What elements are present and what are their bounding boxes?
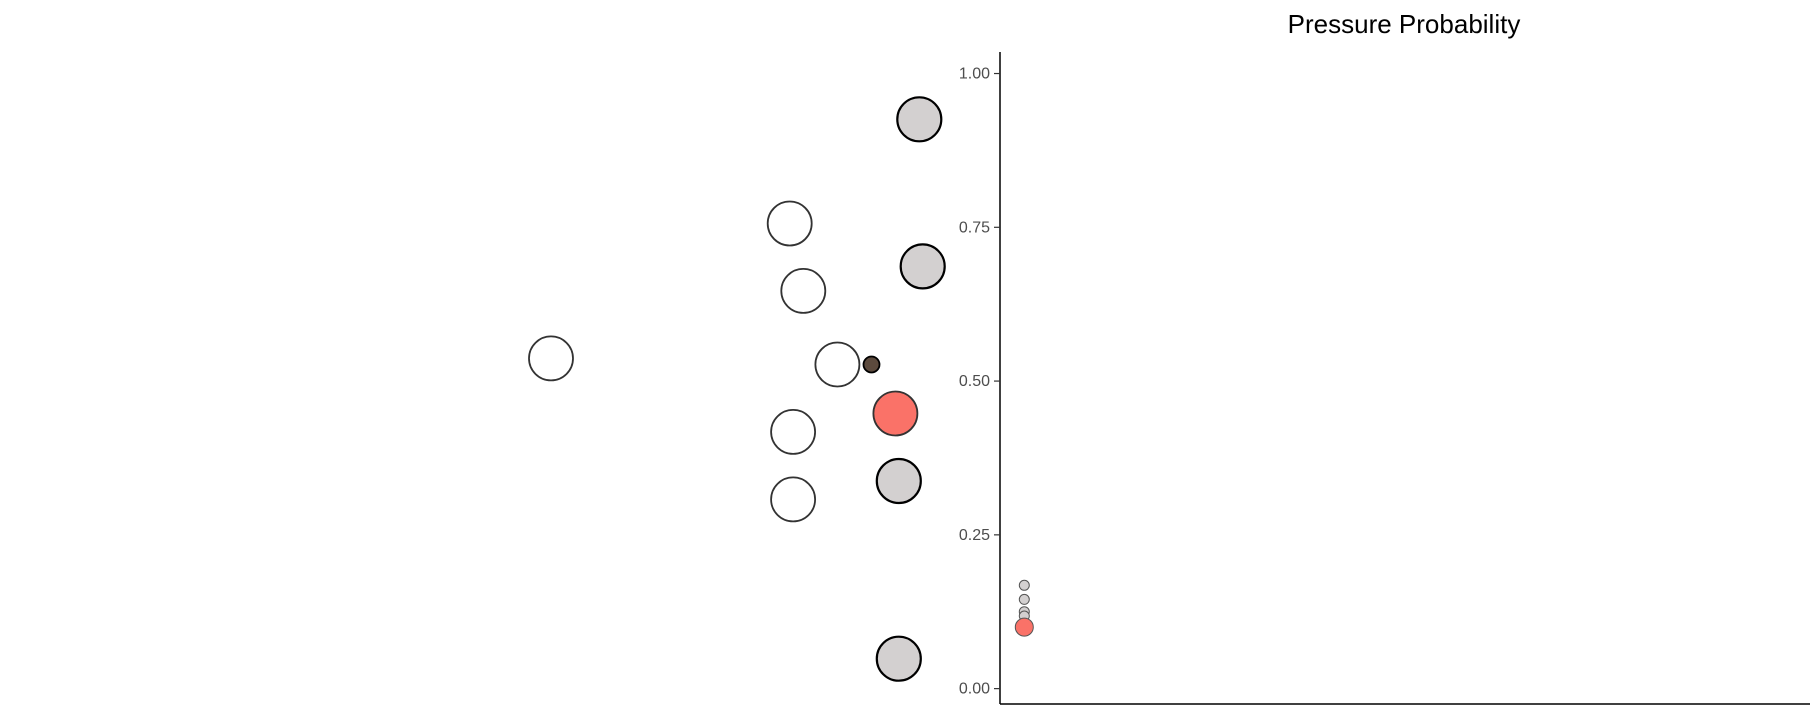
y-tick-label: 0.50 — [959, 373, 990, 390]
y-axis-ticks: 0.00 0.25 0.50 0.75 1.00 — [959, 66, 1000, 698]
player-marker-0 — [528, 335, 574, 382]
player-marker-6 — [896, 96, 943, 143]
y-tick-label: 1.00 — [959, 66, 990, 83]
probability-point-4 — [1014, 617, 1034, 637]
probability-point-0 — [1018, 579, 1030, 591]
probability-point-1 — [1018, 593, 1030, 605]
chart-title: Pressure Probability — [1288, 9, 1521, 39]
player-marker-3 — [814, 341, 861, 388]
player-marker-7 — [899, 243, 946, 290]
player-marker-4 — [770, 408, 816, 455]
probability-points — [1014, 579, 1034, 637]
player-positions-panel — [528, 96, 946, 682]
player-marker-8 — [875, 457, 922, 505]
player-marker-9 — [875, 635, 922, 682]
player-marker-5 — [770, 476, 816, 523]
y-tick-label: 0.00 — [959, 681, 990, 698]
pressure-probability-panel: Pressure Probability 0.00 0.25 0.50 0.75 1.0… — [959, 9, 1810, 705]
player-marker-10 — [872, 390, 919, 437]
ball-marker — [862, 355, 881, 374]
player-marker-2 — [780, 267, 827, 314]
y-tick-label: 0.75 — [959, 219, 990, 236]
player-marker-1 — [766, 200, 813, 247]
y-tick-label: 0.25 — [959, 527, 990, 544]
